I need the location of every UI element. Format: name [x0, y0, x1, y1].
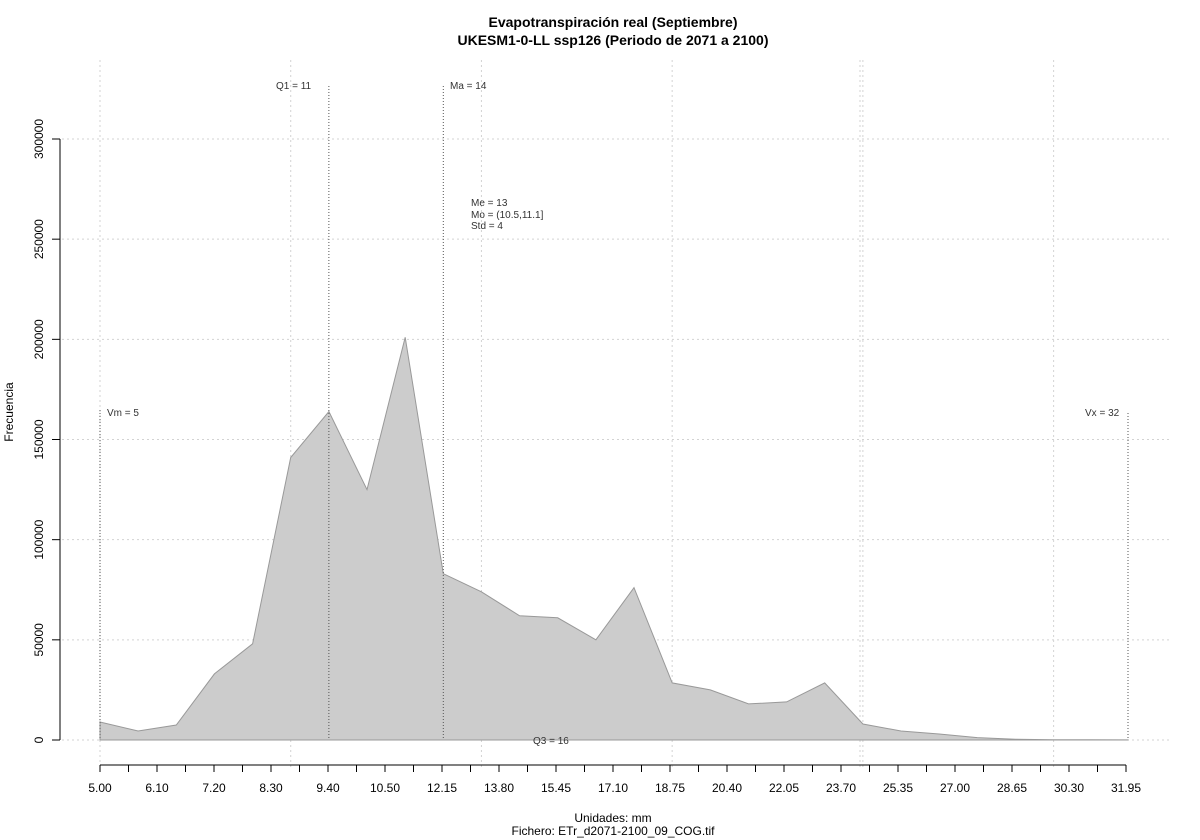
x-tick-label: 10.50: [370, 781, 400, 795]
file-caption: Fichero: ETr_d2071-2100_09_COG.tif: [512, 824, 716, 838]
vx-label: Vx = 32: [1085, 408, 1120, 419]
x-tick-label: 9.40: [316, 781, 340, 795]
y-tick-label: 0: [32, 736, 46, 743]
x-tick-label: 30.30: [1054, 781, 1084, 795]
frequency-area-path: [99, 337, 1129, 741]
x-tick-label: 6.10: [145, 781, 169, 795]
x-tick-label: 8.30: [259, 781, 283, 795]
x-tick-label: 17.10: [598, 781, 628, 795]
x-tick-label: 23.70: [826, 781, 856, 795]
x-tick-label: 20.40: [712, 781, 742, 795]
vm-label: Vm = 5: [107, 408, 139, 419]
y-tick-label: 250000: [32, 219, 46, 259]
y-tick-label: 300000: [32, 119, 46, 159]
x-tick-label: 15.45: [541, 781, 571, 795]
y-tick-label: 50000: [32, 623, 46, 657]
x-axis: 5.00 6.10 7.20 8.30 9.40 10.50 12.15 13.80 15.45…: [88, 764, 1141, 795]
x-tick-label: 5.00: [88, 781, 112, 795]
chart-title: Evapotranspiración real (Septiembre): [489, 14, 738, 30]
stat-std: Std = 4: [471, 221, 503, 232]
x-tick-label: 28.65: [997, 781, 1027, 795]
stat-median: Me = 13: [471, 198, 508, 209]
marker-lines: [99, 86, 1129, 740]
x-tick-label: 18.75: [655, 781, 685, 795]
ma-label: Ma = 14: [450, 81, 487, 92]
y-axis-label: Frecuencia: [2, 382, 16, 442]
chart-subtitle: UKESM1-0-LL ssp126 (Periodo de 2071 a 21…: [458, 32, 769, 48]
q3-label: Q3 = 16: [533, 736, 569, 747]
q1-label: Q1 = 11: [276, 81, 312, 92]
x-tick-label: 27.00: [940, 781, 970, 795]
x-tick-label: 31.95: [1111, 781, 1141, 795]
y-axis: 0 50000 100000 150000 200000 250000 300000: [32, 119, 61, 743]
x-tick-label: 7.20: [202, 781, 226, 795]
y-tick-label: 200000: [32, 319, 46, 359]
x-axis-label: Unidades: mm: [574, 811, 651, 825]
x-tick-label: 12.15: [427, 781, 457, 795]
x-tick-label: 22.05: [769, 781, 799, 795]
y-tick-label: 150000: [32, 419, 46, 459]
stats-annotation: Me = 13 Mo = (10.5,11.1] Std = 4: [471, 198, 544, 232]
x-tick-label: 13.80: [484, 781, 514, 795]
x-tick-label: 25.35: [883, 781, 913, 795]
frequency-area: [99, 337, 1129, 741]
stat-mode: Mo = (10.5,11.1]: [471, 210, 544, 221]
y-tick-label: 100000: [32, 519, 46, 559]
